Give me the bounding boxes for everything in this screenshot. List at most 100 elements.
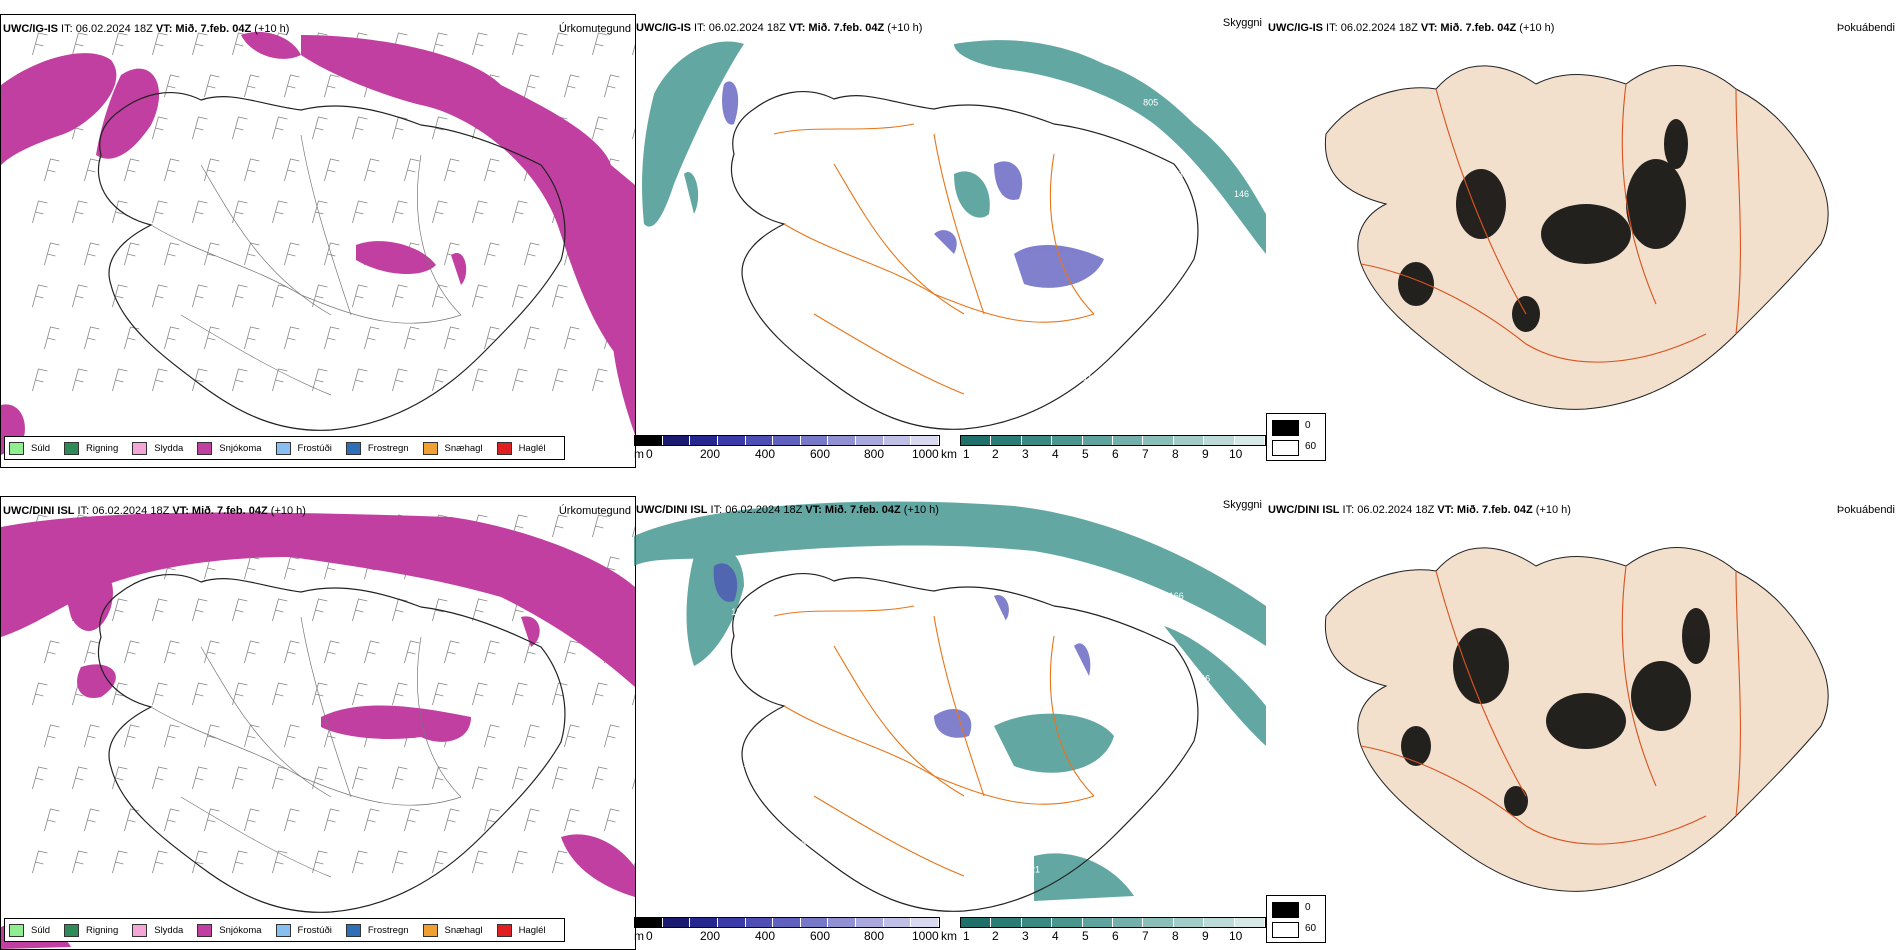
coastline — [730, 91, 1199, 430]
spot-value: 111 — [1083, 373, 1097, 383]
wind-barb — [512, 514, 528, 538]
wind-barb — [112, 598, 128, 622]
fog-legend-black-label: 0 — [1305, 420, 1311, 431]
spot-value: 159 — [1074, 594, 1089, 604]
spot-value: 106 — [763, 156, 778, 166]
legend-swatch — [9, 441, 24, 455]
spot-value: 840 — [1198, 256, 1213, 266]
tick-label: 800 — [864, 929, 885, 943]
spot-value: 109 — [1107, 329, 1122, 339]
tick-label: 1000 — [912, 447, 939, 461]
wind-barb — [312, 598, 328, 622]
colorbar-cell — [911, 436, 940, 445]
coastline — [97, 92, 566, 431]
spot-value: 146 — [1234, 189, 1249, 199]
colorbar-cell — [1234, 436, 1266, 445]
wind-barb — [232, 850, 248, 874]
wind-barb — [324, 640, 340, 664]
legend-item: Slydda — [132, 923, 183, 937]
wind-barb — [484, 640, 500, 664]
colorbar-cell — [635, 436, 663, 445]
spot-value: 138 — [795, 193, 810, 203]
colorbar-cell — [1113, 918, 1144, 927]
wind-barb — [32, 284, 48, 308]
wind-barb — [632, 44, 635, 56]
wind-barb — [604, 808, 620, 832]
wind-barb — [272, 368, 288, 392]
wind-barb — [72, 284, 88, 308]
wind-barb — [392, 682, 408, 706]
colorbar-cell — [961, 436, 992, 445]
low-ceiling-areas — [713, 563, 1091, 738]
legend-swatch — [496, 923, 512, 937]
wind-barb — [432, 850, 448, 874]
wind-barb — [284, 640, 300, 664]
tick-label: 1 — [963, 447, 970, 461]
roads — [1360, 565, 1741, 845]
colorbar-cell — [1143, 918, 1174, 927]
legend-swatch — [275, 923, 291, 937]
coastline — [730, 573, 1199, 912]
colorbar-cell — [1082, 918, 1114, 927]
wind-barb — [352, 368, 368, 392]
fog-legend: 0 60 — [1266, 895, 1326, 943]
wind-barb — [432, 598, 448, 622]
spot-value: 145 — [1001, 614, 1016, 624]
wind-barb — [152, 598, 168, 622]
wind-barb — [312, 284, 328, 308]
wind-barb — [512, 284, 528, 308]
wind-barb — [84, 326, 100, 350]
wind-barb — [392, 368, 408, 392]
colorbar-cell — [1082, 436, 1114, 445]
spot-value: 264 — [744, 657, 759, 667]
wind-barb — [272, 850, 288, 874]
wind-barb — [472, 850, 488, 874]
visibility-colorbar — [960, 435, 1266, 446]
wind-barb — [244, 74, 260, 98]
wind-barb — [552, 32, 568, 56]
wind-barb — [112, 200, 128, 224]
wind-barb — [204, 326, 220, 350]
wind-barb — [244, 242, 260, 266]
tick-label: 400 — [755, 929, 776, 943]
colorbar-cell — [1173, 436, 1205, 445]
wind-barb — [552, 284, 568, 308]
colorbar-cell — [745, 436, 774, 445]
wind-barb — [192, 32, 208, 56]
colorbar-cell — [856, 918, 884, 927]
wind-barb — [512, 850, 528, 874]
wind-barb — [164, 242, 180, 266]
fog-panel-row1: UWC/IG-IS IT: 06.02.2024 18Z VT: Mið. 7.… — [1266, 14, 1900, 466]
spot-value: 114 — [795, 259, 809, 269]
tick-label: 10 — [1229, 929, 1243, 943]
wind-barb — [272, 598, 288, 622]
wind-barb — [324, 74, 340, 98]
fog-legend-black — [1272, 902, 1299, 918]
wind-barb — [312, 850, 328, 874]
colorbar-cell — [828, 436, 857, 445]
spot-value: 166 — [1169, 591, 1184, 601]
legend-swatch — [132, 441, 148, 455]
precip-type-legend: Súld Rigning Slydda Snjókoma Frostúði Fr… — [4, 918, 565, 942]
spot-value: 209 — [1087, 778, 1102, 788]
wind-barb — [512, 682, 528, 706]
wind-barb — [32, 368, 48, 392]
legend-swatch — [345, 441, 361, 455]
wind-barb — [44, 242, 60, 266]
wind-barb — [524, 326, 540, 350]
wind-barb — [232, 200, 248, 224]
wind-barb — [232, 368, 248, 392]
wind-barb — [352, 116, 368, 140]
tick-label: 9 — [1202, 929, 1209, 943]
spot-value: 832 — [995, 131, 1010, 141]
spot-value: 849 — [824, 769, 839, 779]
wind-barb — [364, 158, 380, 182]
wind-barb — [432, 32, 448, 56]
wind-barb — [524, 242, 540, 266]
wind-barb — [352, 200, 368, 224]
wind-barb — [164, 74, 180, 98]
precip-panel-row1: UWC/IG-IS IT: 06.02.2024 18Z VT: Mið. 7.… — [0, 14, 636, 468]
wind-barb — [284, 74, 300, 98]
legend-item: Súld — [9, 441, 50, 455]
wind-barb — [484, 242, 500, 266]
